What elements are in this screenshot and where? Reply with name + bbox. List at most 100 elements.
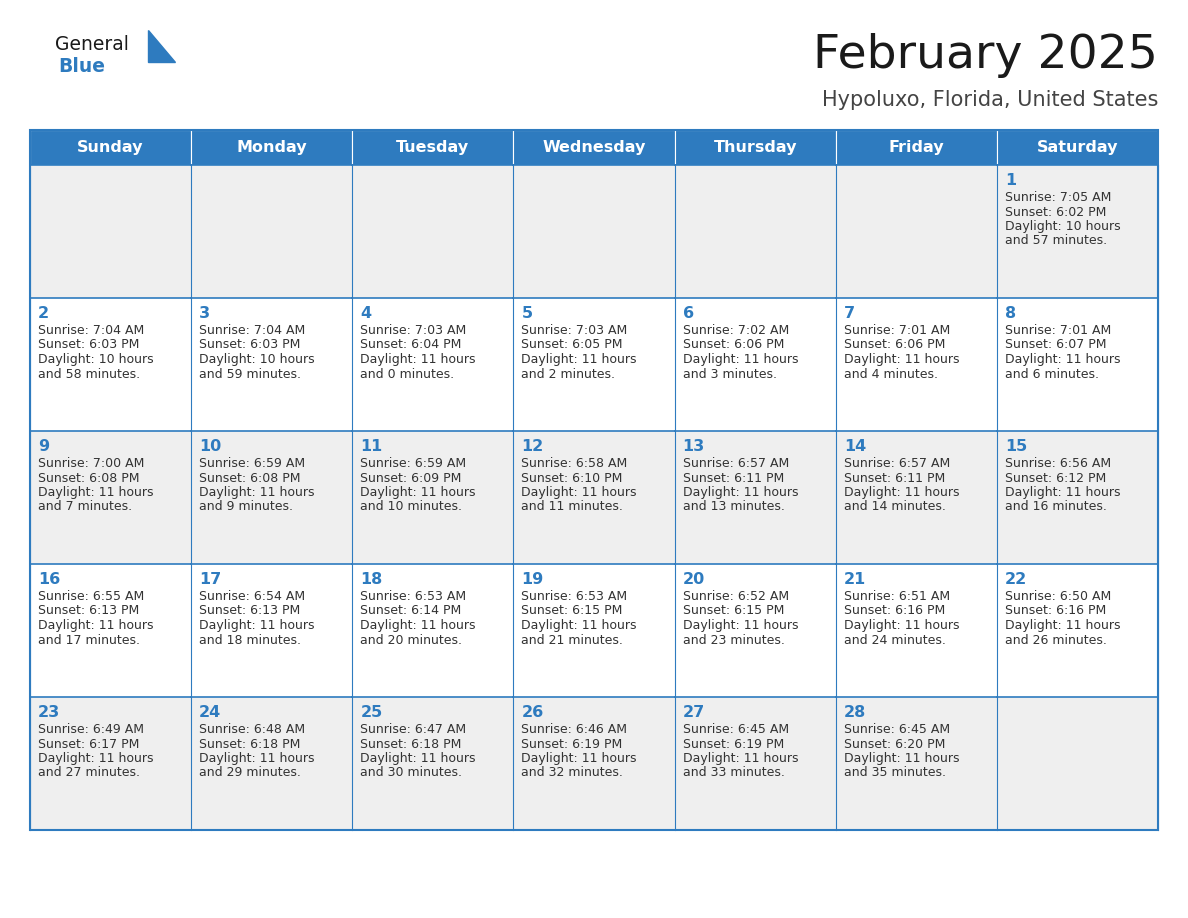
Bar: [30, 697, 191, 830]
Bar: [997, 564, 1158, 697]
Text: Sunset: 6:10 PM: Sunset: 6:10 PM: [522, 472, 623, 485]
Text: Sunrise: 6:56 AM: Sunrise: 6:56 AM: [1005, 457, 1111, 470]
Bar: [513, 431, 675, 564]
Text: Sunrise: 6:57 AM: Sunrise: 6:57 AM: [683, 457, 789, 470]
Text: Blue: Blue: [58, 58, 105, 76]
Bar: [353, 165, 513, 298]
Text: Daylight: 11 hours: Daylight: 11 hours: [522, 486, 637, 499]
Text: and 13 minutes.: and 13 minutes.: [683, 500, 784, 513]
Bar: [353, 130, 513, 165]
Text: Daylight: 11 hours: Daylight: 11 hours: [843, 353, 959, 366]
Text: and 33 minutes.: and 33 minutes.: [683, 767, 784, 779]
Bar: [353, 431, 513, 564]
Text: Daylight: 10 hours: Daylight: 10 hours: [200, 353, 315, 366]
Text: Sunrise: 6:49 AM: Sunrise: 6:49 AM: [38, 723, 144, 736]
Text: and 21 minutes.: and 21 minutes.: [522, 633, 624, 646]
Text: Daylight: 11 hours: Daylight: 11 hours: [1005, 619, 1120, 632]
Text: 25: 25: [360, 705, 383, 720]
Bar: [191, 697, 353, 830]
Text: Sunset: 6:11 PM: Sunset: 6:11 PM: [683, 472, 784, 485]
Text: Daylight: 10 hours: Daylight: 10 hours: [1005, 220, 1120, 233]
Text: 10: 10: [200, 439, 221, 454]
Text: and 23 minutes.: and 23 minutes.: [683, 633, 784, 646]
Text: 17: 17: [200, 572, 221, 587]
Text: and 6 minutes.: and 6 minutes.: [1005, 367, 1099, 380]
Text: Sunrise: 6:59 AM: Sunrise: 6:59 AM: [360, 457, 467, 470]
Bar: [30, 165, 191, 298]
Text: Daylight: 10 hours: Daylight: 10 hours: [38, 353, 153, 366]
Text: Daylight: 11 hours: Daylight: 11 hours: [1005, 486, 1120, 499]
Text: Sunrise: 7:05 AM: Sunrise: 7:05 AM: [1005, 191, 1111, 204]
Text: 28: 28: [843, 705, 866, 720]
Polygon shape: [148, 30, 175, 62]
Text: Sunrise: 6:58 AM: Sunrise: 6:58 AM: [522, 457, 627, 470]
Bar: [30, 564, 191, 697]
Text: Sunrise: 7:03 AM: Sunrise: 7:03 AM: [360, 324, 467, 337]
Text: Sunset: 6:18 PM: Sunset: 6:18 PM: [200, 737, 301, 751]
Bar: [191, 564, 353, 697]
Text: and 10 minutes.: and 10 minutes.: [360, 500, 462, 513]
Text: Sunset: 6:12 PM: Sunset: 6:12 PM: [1005, 472, 1106, 485]
Text: and 57 minutes.: and 57 minutes.: [1005, 234, 1107, 248]
Text: 13: 13: [683, 439, 704, 454]
Text: Sunrise: 6:45 AM: Sunrise: 6:45 AM: [683, 723, 789, 736]
Text: 12: 12: [522, 439, 544, 454]
Text: 3: 3: [200, 306, 210, 321]
Text: and 35 minutes.: and 35 minutes.: [843, 767, 946, 779]
Bar: [191, 165, 353, 298]
Text: Sunrise: 6:59 AM: Sunrise: 6:59 AM: [200, 457, 305, 470]
Text: 8: 8: [1005, 306, 1016, 321]
Text: Wednesday: Wednesday: [542, 140, 646, 155]
Text: Sunset: 6:19 PM: Sunset: 6:19 PM: [683, 737, 784, 751]
Text: Sunset: 6:04 PM: Sunset: 6:04 PM: [360, 339, 462, 352]
Bar: [191, 298, 353, 431]
Text: Sunrise: 6:48 AM: Sunrise: 6:48 AM: [200, 723, 305, 736]
Text: Tuesday: Tuesday: [397, 140, 469, 155]
Text: Sunrise: 6:52 AM: Sunrise: 6:52 AM: [683, 590, 789, 603]
Text: Friday: Friday: [889, 140, 944, 155]
Text: 19: 19: [522, 572, 544, 587]
Bar: [997, 130, 1158, 165]
Text: Daylight: 11 hours: Daylight: 11 hours: [843, 486, 959, 499]
Text: and 58 minutes.: and 58 minutes.: [38, 367, 140, 380]
Text: and 16 minutes.: and 16 minutes.: [1005, 500, 1107, 513]
Bar: [997, 431, 1158, 564]
Bar: [835, 697, 997, 830]
Text: Sunset: 6:03 PM: Sunset: 6:03 PM: [200, 339, 301, 352]
Text: Sunset: 6:15 PM: Sunset: 6:15 PM: [683, 604, 784, 618]
Text: 22: 22: [1005, 572, 1028, 587]
Text: Sunrise: 6:53 AM: Sunrise: 6:53 AM: [522, 590, 627, 603]
Text: and 32 minutes.: and 32 minutes.: [522, 767, 624, 779]
Text: Sunset: 6:08 PM: Sunset: 6:08 PM: [200, 472, 301, 485]
Text: Sunrise: 7:01 AM: Sunrise: 7:01 AM: [843, 324, 950, 337]
Text: 16: 16: [38, 572, 61, 587]
Text: Daylight: 11 hours: Daylight: 11 hours: [683, 752, 798, 765]
Text: Daylight: 11 hours: Daylight: 11 hours: [683, 619, 798, 632]
Text: and 24 minutes.: and 24 minutes.: [843, 633, 946, 646]
Text: and 18 minutes.: and 18 minutes.: [200, 633, 301, 646]
Bar: [513, 697, 675, 830]
Bar: [997, 298, 1158, 431]
Text: Daylight: 11 hours: Daylight: 11 hours: [38, 619, 153, 632]
Text: Monday: Monday: [236, 140, 307, 155]
Text: Sunset: 6:16 PM: Sunset: 6:16 PM: [1005, 604, 1106, 618]
Text: Sunset: 6:13 PM: Sunset: 6:13 PM: [38, 604, 139, 618]
Text: Daylight: 11 hours: Daylight: 11 hours: [38, 486, 153, 499]
Text: Sunrise: 6:46 AM: Sunrise: 6:46 AM: [522, 723, 627, 736]
Bar: [353, 697, 513, 830]
Text: Daylight: 11 hours: Daylight: 11 hours: [360, 619, 475, 632]
Text: Sunset: 6:13 PM: Sunset: 6:13 PM: [200, 604, 301, 618]
Text: 4: 4: [360, 306, 372, 321]
Text: Daylight: 11 hours: Daylight: 11 hours: [683, 353, 798, 366]
Text: Sunset: 6:19 PM: Sunset: 6:19 PM: [522, 737, 623, 751]
Text: Sunset: 6:18 PM: Sunset: 6:18 PM: [360, 737, 462, 751]
Text: Sunset: 6:09 PM: Sunset: 6:09 PM: [360, 472, 462, 485]
Text: Daylight: 11 hours: Daylight: 11 hours: [360, 752, 475, 765]
Text: 6: 6: [683, 306, 694, 321]
Text: Daylight: 11 hours: Daylight: 11 hours: [843, 619, 959, 632]
Text: and 29 minutes.: and 29 minutes.: [200, 767, 301, 779]
Bar: [675, 298, 835, 431]
Bar: [30, 298, 191, 431]
Text: 9: 9: [38, 439, 49, 454]
Text: February 2025: February 2025: [813, 32, 1158, 77]
